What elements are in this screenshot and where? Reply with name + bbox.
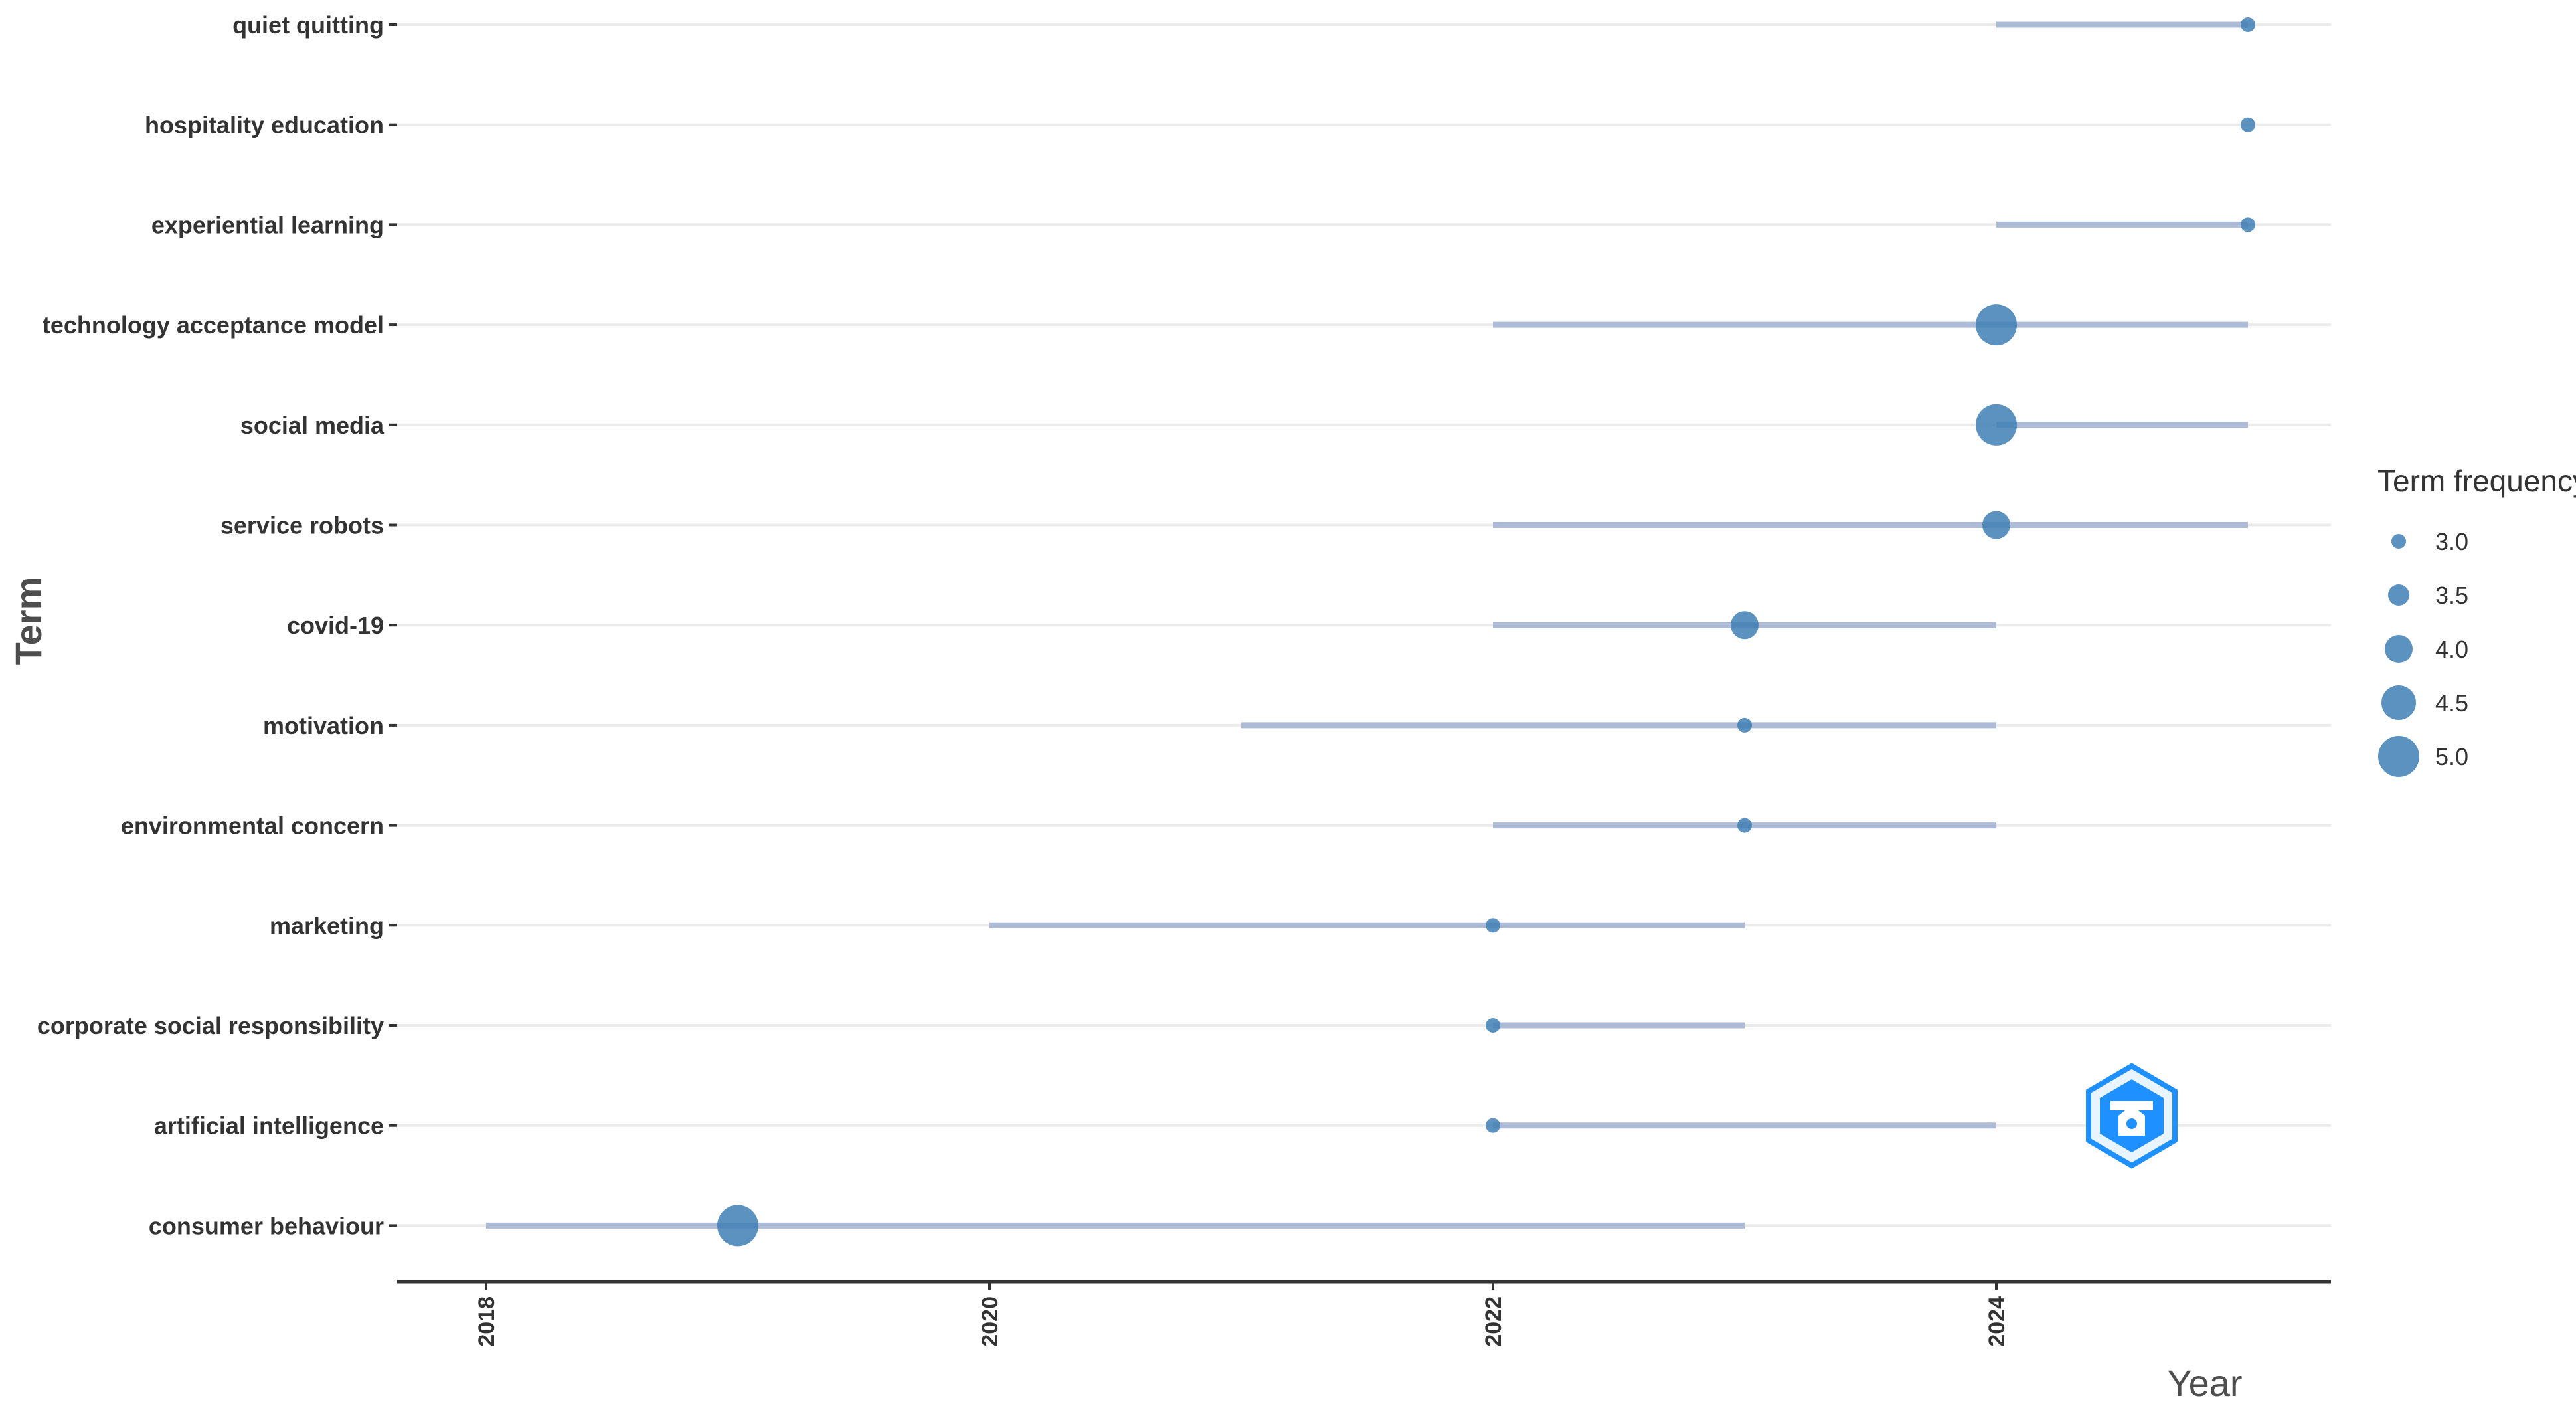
x-axis: 2018 2020 2022 2024 [397,1280,2331,1347]
point-9 [1737,818,1752,833]
point-13 [717,1205,758,1247]
term-label-13: consumer behaviour [149,1212,384,1239]
term-label-8: motivation [263,712,384,739]
term-label-7: covid-19 [287,612,384,639]
term-label-2: hospitality education [145,112,384,139]
x-tick-label-2024: 2024 [1984,1296,2010,1347]
y-axis-title: Term [7,577,49,665]
point-5 [1976,404,2017,446]
term-label-3: experiential learning [151,211,384,238]
legend-key-5 [2378,736,2419,777]
points [717,17,2255,1247]
x-tick-label-2022: 2022 [1481,1296,1506,1347]
point-1 [2241,17,2255,32]
term-label-11: corporate social responsibility [37,1012,384,1039]
point-4 [1976,304,2017,346]
point-7 [1731,611,1759,640]
term-label-5: social media [240,412,385,439]
term-label-9: environmental concern [121,812,384,839]
point-10 [1486,918,1500,933]
term-labels: quiet quitting hospitality education exper… [37,11,385,1239]
point-6 [1982,511,2010,539]
legend-key-2 [2388,584,2409,606]
legend-label-2: 3.5 [2435,582,2468,609]
point-11 [1486,1018,1500,1033]
x-tick-label-2018: 2018 [474,1296,499,1347]
legend-label-5: 5.0 [2435,743,2468,770]
point-3 [2241,217,2255,232]
legend-key-4 [2381,685,2416,720]
legend-label-3: 4.0 [2435,636,2468,663]
legend-key-3 [2385,635,2413,663]
grid-lines [389,23,2331,1227]
x-tick-label-2020: 2020 [978,1296,1003,1347]
point-8 [1737,717,1752,733]
term-label-10: marketing [270,912,384,939]
term-label-6: service robots [220,512,384,539]
x-axis-title: Year [2167,1362,2242,1404]
term-label-4: technology acceptance model [43,311,384,339]
term-label-12: artificial intelligence [154,1112,384,1140]
legend-title: Term frequency [2377,464,2576,498]
hexagon-logo-icon [2086,1063,2178,1169]
legend-label-1: 3.0 [2435,528,2468,555]
legend: Term frequency 3.0 3.5 4.0 4.5 5.0 [2377,464,2576,777]
legend-label-4: 4.5 [2435,689,2468,717]
point-2 [2241,117,2255,132]
term-label-1: quiet quitting [232,11,384,39]
point-12 [1486,1118,1500,1133]
legend-key-1 [2391,534,2406,549]
